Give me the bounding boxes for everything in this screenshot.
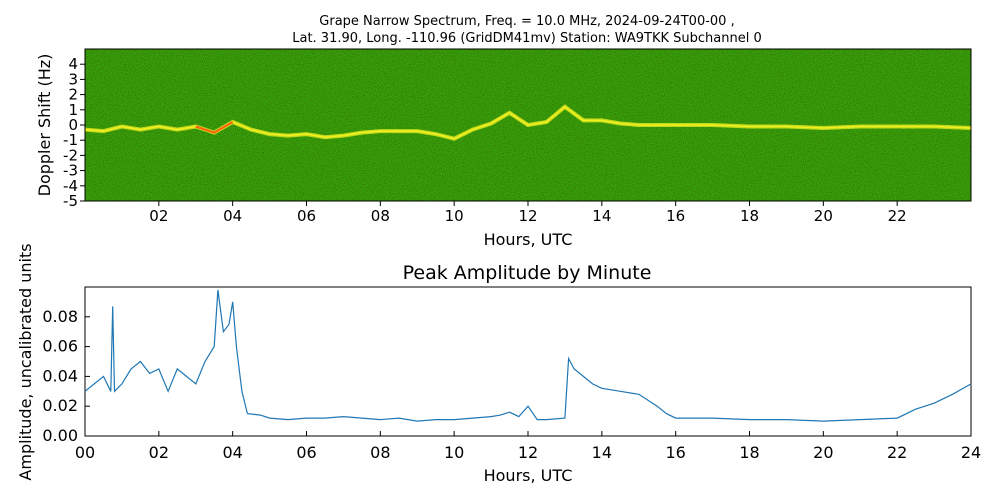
amplitude-x-tick-label: 04 [222,443,242,462]
spectrogram-x-tick-label: 12 [518,207,537,225]
amplitude-y-tick-label: 0.02 [42,396,78,415]
amplitude-x-tick-label: 20 [813,443,833,462]
amplitude-x-tick-label: 02 [149,443,169,462]
amplitude-title: Peak Amplitude by Minute [403,262,652,284]
spectrogram-x-tick-label: 02 [149,207,168,225]
spectrogram-y-tick-label: -1 [63,131,78,149]
spectrogram-y-tick-label: 0 [68,116,78,134]
spectrogram-x-tick-label: 10 [445,207,464,225]
spectrogram-x-ticks: 02 04 06 08 10 12 14 16 18 20 22 [149,201,907,225]
amplitude-x-tick-label: 14 [592,443,612,462]
spectrogram-y-tick-label: 2 [68,86,78,104]
amplitude-y-tick-label: 0.06 [42,337,78,356]
spectrogram-x-tick-label: 16 [666,207,685,225]
spectrogram-x-tick-label: 22 [888,207,907,225]
spectrogram-y-tick-label: -5 [63,192,78,210]
amplitude-x-tick-label: 06 [296,443,316,462]
spectrogram-x-tick-label: 06 [297,207,316,225]
amplitude-xlabel: Hours, UTC [484,466,573,485]
amplitude-x-ticks: 00 02 04 06 08 10 12 14 16 18 20 22 24 [75,431,981,462]
amplitude-x-tick-label: 22 [887,443,907,462]
amplitude-series-line [84,289,972,422]
doppler-trace-group [85,104,971,141]
amplitude-x-tick-label: 10 [444,443,464,462]
spectrogram-y-tick-label: -4 [63,177,78,195]
amplitude-frame [84,286,972,437]
amplitude-x-tick-label: 00 [75,443,95,462]
spectrogram-xlabel: Hours, UTC [484,230,573,249]
spectrogram-title-line2: Lat. 31.90, Long. -110.96 (GridDM41mv) S… [292,31,762,46]
spectrogram-x-tick-label: 18 [740,207,759,225]
amplitude-x-tick-label: 08 [370,443,390,462]
spectrogram-plot [84,48,972,202]
amplitude-x-tick-label: 24 [961,443,981,462]
spectrogram-y-tick-label: 3 [68,70,78,88]
amplitude-x-tick-label: 12 [518,443,538,462]
spectrogram-ylabel: Doppler Shift (Hz) [35,54,54,197]
amplitude-y-tick-label: 0.08 [42,307,78,326]
amplitude-y-ticks: 0.00 0.02 0.04 0.06 0.08 [42,307,90,445]
amplitude-x-tick-label: 16 [665,443,685,462]
spectrogram-y-tick-label: -3 [63,162,78,180]
spectrogram-y-tick-label: -2 [63,146,78,164]
spectrogram-x-tick-label: 20 [814,207,833,225]
amplitude-y-tick-label: 0.04 [42,366,78,385]
spectrogram-x-tick-label: 14 [592,207,611,225]
spectrogram-x-tick-label: 08 [371,207,390,225]
spectrogram-title-line1: Grape Narrow Spectrum, Freq. = 10.0 MHz,… [319,14,734,29]
amplitude-x-tick-label: 18 [739,443,759,462]
spectrogram-y-tick-label: 1 [68,101,78,119]
amplitude-y-tick-label: 0.00 [42,426,78,445]
spectrogram-y-tick-label: 4 [68,55,78,73]
doppler-trace-peak [195,121,234,134]
amplitude-ylabel: Amplitude, uncalibrated units [16,243,35,480]
spectrogram-x-tick-label: 04 [223,207,242,225]
